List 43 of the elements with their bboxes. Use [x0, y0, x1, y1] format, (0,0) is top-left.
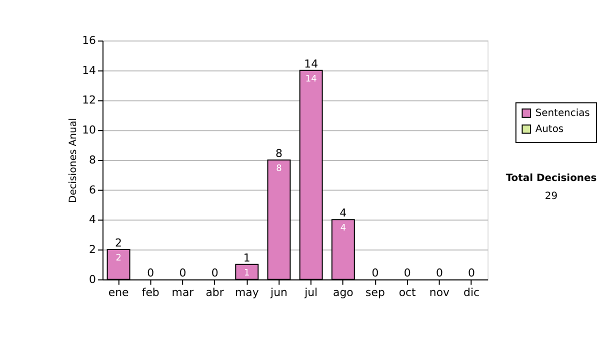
total-label: 0: [372, 266, 379, 280]
text: Total Decisiones: [506, 172, 597, 184]
legend-label: Sentencias: [535, 108, 590, 120]
y-tick-label: 4: [89, 213, 96, 226]
data-label: 4: [340, 224, 346, 234]
total-label: 8: [275, 146, 282, 160]
y-tick-label: 0: [89, 272, 96, 286]
text: 29: [544, 190, 558, 202]
total-label: 14: [304, 57, 318, 70]
x-tick-label: nov: [429, 286, 450, 299]
x-tick-label: jul: [304, 286, 318, 299]
data-label: 1: [244, 268, 250, 278]
data-label: 2: [116, 253, 122, 264]
data-label: 8: [276, 164, 282, 174]
x-tick-label: dic: [464, 286, 480, 299]
total-label: 0: [468, 266, 476, 280]
y-tick-label: 16: [82, 34, 96, 48]
x-tick-label: mar: [172, 286, 194, 299]
y-tick-label: 14: [82, 64, 96, 77]
x-tick-label: may: [234, 286, 260, 299]
x-tick-label: oct: [398, 286, 417, 299]
y-tick-label: 12: [82, 94, 96, 107]
total-label: 0: [436, 266, 443, 280]
data-label: 14: [305, 74, 318, 84]
total-label: 0: [404, 266, 411, 280]
x-tick-label: feb: [142, 286, 160, 299]
legend-label: Autos: [535, 124, 564, 136]
y-tick-label: 8: [89, 153, 96, 166]
x-tick-label: abr: [206, 286, 224, 299]
y-tick-label: 6: [89, 183, 96, 196]
total-label: 0: [179, 266, 186, 280]
x-tick-label: ene: [108, 286, 129, 299]
y-tick-label: 10: [82, 124, 96, 137]
y-axis-title: Decisiones Anual: [68, 118, 80, 203]
x-tick-label: ago: [332, 286, 354, 299]
total-label: 0: [211, 266, 218, 280]
x-tick-label: jun: [270, 286, 288, 299]
total-label: 0: [147, 266, 154, 280]
x-tick-label: sep: [366, 286, 385, 299]
total-label: 2: [115, 236, 122, 250]
total-label: 4: [340, 206, 347, 220]
y-tick-label: 2: [89, 242, 96, 256]
total-label: 1: [243, 251, 250, 264]
